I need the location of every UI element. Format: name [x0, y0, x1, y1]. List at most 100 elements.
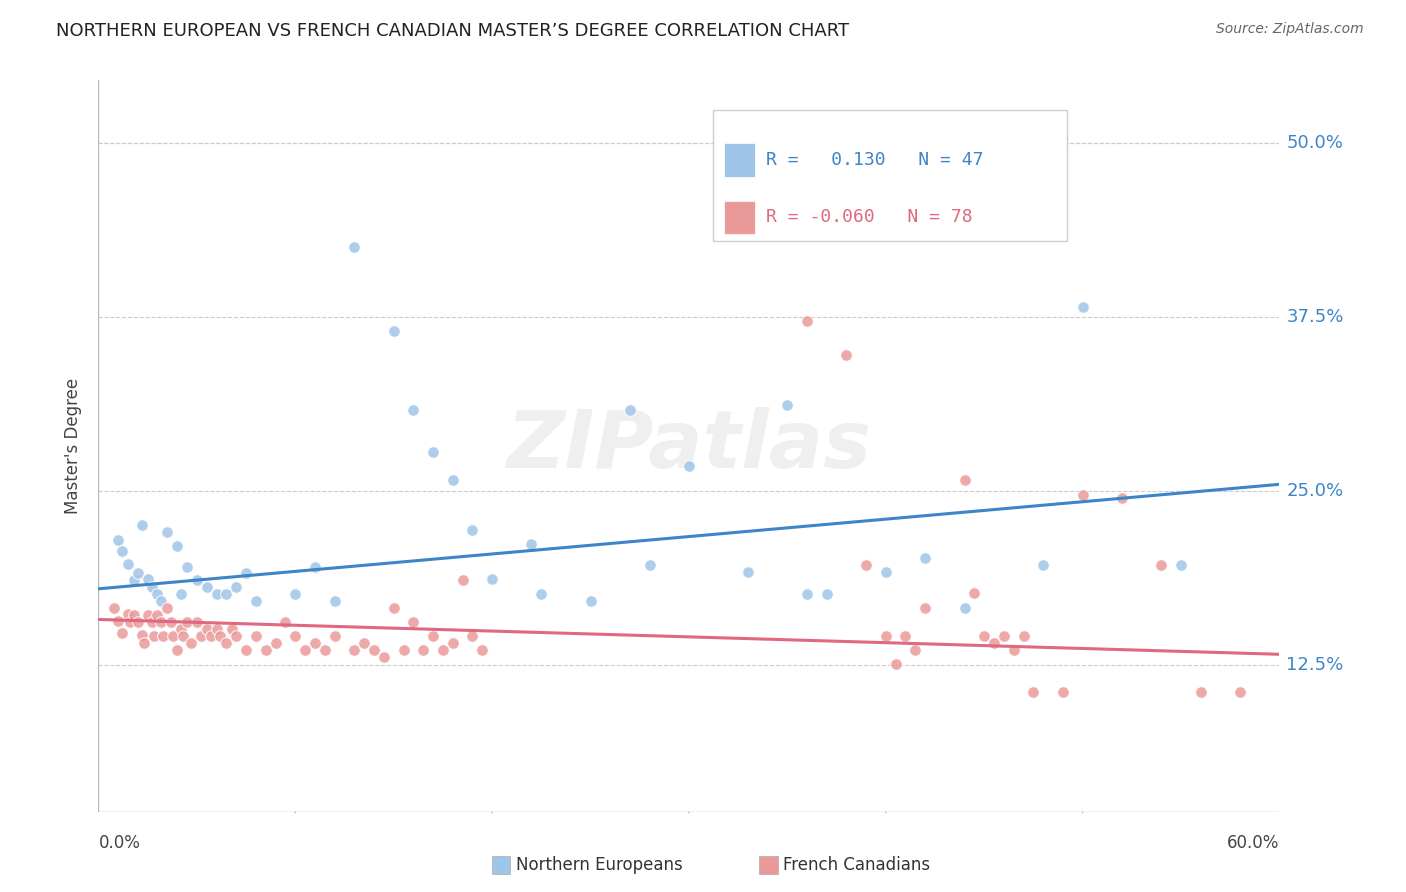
Point	[471, 643, 494, 657]
Point	[111, 626, 134, 640]
Point	[127, 566, 149, 581]
Point	[402, 615, 425, 630]
Point	[638, 558, 661, 573]
Point	[382, 601, 405, 615]
Point	[160, 615, 183, 630]
Point	[122, 574, 145, 588]
Point	[314, 643, 336, 657]
Point	[619, 403, 641, 417]
Point	[1012, 629, 1035, 643]
Point	[146, 587, 169, 601]
Point	[205, 587, 228, 601]
Point	[156, 601, 179, 615]
Point	[953, 473, 976, 487]
Point	[142, 629, 165, 643]
Point	[146, 608, 169, 623]
Point	[776, 398, 799, 412]
Point	[186, 574, 208, 588]
Point	[1032, 558, 1054, 573]
Text: 37.5%: 37.5%	[1286, 308, 1344, 326]
Point	[304, 636, 326, 650]
Point	[117, 557, 139, 571]
Point	[373, 650, 395, 665]
Point	[796, 587, 818, 601]
Point	[150, 615, 173, 630]
Point	[1002, 643, 1025, 657]
Point	[225, 629, 247, 643]
Point	[166, 539, 188, 553]
Point	[209, 629, 232, 643]
Point	[914, 601, 936, 615]
Point	[1189, 685, 1212, 699]
Point	[152, 629, 174, 643]
Point	[304, 559, 326, 574]
Point	[103, 601, 125, 615]
Point	[200, 629, 222, 643]
Point	[914, 551, 936, 566]
Point	[973, 629, 995, 643]
Point	[796, 314, 818, 328]
Point	[835, 348, 858, 362]
Point	[136, 608, 159, 623]
Point	[983, 636, 1005, 650]
Point	[176, 559, 198, 574]
Point	[520, 537, 543, 551]
Point	[815, 587, 838, 601]
Point	[894, 629, 917, 643]
Point	[1052, 685, 1074, 699]
Point	[530, 587, 553, 601]
Point	[107, 614, 129, 628]
Point	[172, 629, 194, 643]
Point	[274, 615, 297, 630]
Point	[284, 629, 307, 643]
Point	[245, 629, 267, 643]
Point	[1111, 491, 1133, 506]
Point	[993, 629, 1015, 643]
Point	[402, 403, 425, 417]
Point	[1022, 685, 1045, 699]
Point	[132, 636, 155, 650]
Text: R =   0.130   N = 47: R = 0.130 N = 47	[766, 151, 983, 169]
Point	[461, 523, 484, 537]
Point	[107, 533, 129, 547]
Point	[254, 643, 277, 657]
Point	[225, 581, 247, 595]
Point	[215, 587, 238, 601]
Point	[343, 643, 366, 657]
Text: French Canadians: French Canadians	[783, 856, 931, 874]
Point	[1229, 685, 1251, 699]
Point	[176, 615, 198, 630]
Point	[284, 587, 307, 601]
Point	[117, 607, 139, 621]
Text: ZIPatlas: ZIPatlas	[506, 407, 872, 485]
Point	[221, 622, 243, 636]
Point	[195, 581, 218, 595]
Point	[166, 643, 188, 657]
Point	[422, 629, 444, 643]
Point	[131, 517, 153, 532]
Point	[392, 643, 415, 657]
Point	[122, 608, 145, 623]
Point	[205, 622, 228, 636]
Point	[678, 459, 700, 474]
Point	[118, 615, 141, 630]
Point	[422, 445, 444, 459]
Point	[264, 636, 287, 650]
Point	[441, 473, 464, 487]
Point	[170, 622, 193, 636]
Point	[127, 615, 149, 630]
Point	[353, 636, 375, 650]
Point	[737, 565, 759, 579]
Point	[323, 629, 346, 643]
Point	[343, 240, 366, 254]
Point	[363, 643, 385, 657]
Point	[481, 572, 503, 586]
Point	[195, 622, 218, 636]
Point	[170, 587, 193, 601]
Point	[1150, 558, 1173, 573]
Text: 12.5%: 12.5%	[1286, 657, 1344, 674]
Point	[1170, 558, 1192, 573]
Text: 50.0%: 50.0%	[1286, 134, 1343, 152]
Point	[451, 574, 474, 588]
Point	[141, 581, 163, 595]
